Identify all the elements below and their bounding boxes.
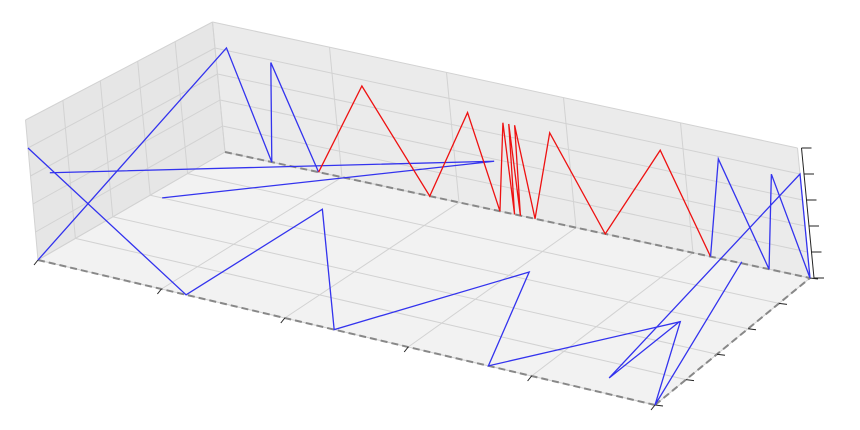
grid-line bbox=[212, 21, 226, 153]
grid-line bbox=[62, 100, 76, 239]
grid-line bbox=[329, 47, 343, 178]
grid-line bbox=[27, 47, 216, 149]
line-series bbox=[37, 46, 320, 261]
y-tick bbox=[716, 353, 726, 356]
y-tick bbox=[778, 302, 788, 305]
grid-line bbox=[212, 21, 798, 149]
line-series bbox=[27, 147, 743, 406]
grid-line bbox=[35, 125, 223, 233]
z-axis bbox=[801, 147, 815, 279]
grid-line bbox=[284, 201, 460, 319]
grid-line bbox=[531, 252, 694, 377]
line-series bbox=[318, 84, 712, 257]
x-tick bbox=[280, 317, 286, 324]
line-series bbox=[608, 156, 811, 379]
y-tick bbox=[747, 328, 757, 331]
grid-line bbox=[187, 173, 780, 304]
grid-line bbox=[222, 125, 808, 253]
x-tick bbox=[527, 375, 532, 382]
x-tick bbox=[403, 346, 409, 353]
grid-line bbox=[680, 122, 694, 253]
dashed-edge bbox=[224, 151, 811, 279]
left-pane bbox=[25, 22, 225, 260]
dashed-edge bbox=[37, 259, 656, 406]
grid-line bbox=[446, 72, 460, 203]
dashed-edge bbox=[654, 277, 811, 406]
line-series bbox=[49, 160, 495, 199]
grid-line bbox=[407, 227, 577, 348]
grid-line bbox=[75, 237, 687, 381]
grid-line bbox=[150, 194, 749, 330]
grid-line bbox=[174, 41, 189, 174]
grid-line bbox=[99, 80, 114, 217]
floor-pane bbox=[38, 152, 810, 405]
x-tick bbox=[650, 404, 656, 411]
grid-line bbox=[30, 73, 218, 177]
y-tick bbox=[654, 404, 664, 407]
x-tick bbox=[33, 259, 39, 266]
grid-line bbox=[112, 216, 718, 355]
grid-line bbox=[37, 151, 226, 261]
grid-line bbox=[25, 119, 39, 261]
grid-line bbox=[25, 21, 213, 121]
x-tick bbox=[157, 288, 162, 295]
y-tick bbox=[685, 379, 695, 382]
grid-line bbox=[219, 99, 806, 227]
grid-line bbox=[563, 97, 577, 228]
grid-line bbox=[214, 47, 801, 175]
grid-line bbox=[32, 99, 221, 205]
grid-line bbox=[161, 176, 343, 290]
grid-line bbox=[137, 61, 151, 196]
